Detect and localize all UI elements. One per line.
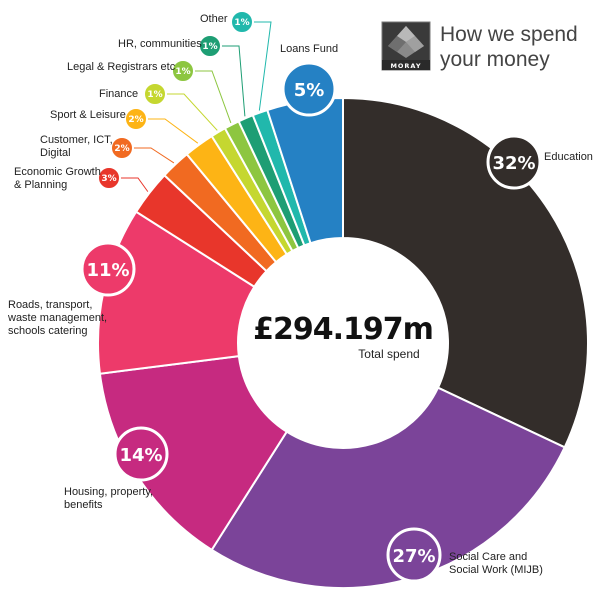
category-label-other: Other [200, 13, 228, 25]
badge-education [486, 134, 542, 190]
leader-legal-registrars [194, 70, 232, 124]
category-label-loans-fund: Loans Fund [280, 43, 338, 55]
category-label-housing: Housing, property, benefits [64, 486, 153, 511]
percent-badges: 32% 27% 14% 11% 3% 2% 2% 1% 1% 1% 1% 5% [80, 10, 542, 583]
slice-housing [98, 355, 289, 552]
badge-hr-communities [198, 34, 222, 58]
badge-economic-growth [97, 166, 121, 190]
percent-label-other: 1% [234, 18, 249, 28]
leader-customer-ict [133, 147, 175, 164]
leader-sport-leisure [147, 118, 199, 144]
category-label-legal-registrars: Legal & Registrars etc [67, 61, 176, 73]
percent-label-legal-registrars: 1% [175, 67, 190, 77]
percent-label-economic-growth: 3% [101, 174, 116, 184]
slice-social-care [210, 386, 567, 589]
badge-legal-registrars [171, 59, 195, 83]
percent-label-roads: 11% [86, 260, 129, 281]
percent-label-housing: 14% [119, 445, 162, 466]
moray-council-logo: MORAY [381, 21, 431, 71]
percent-label-social-care: 27% [392, 546, 435, 567]
category-label-customer-ict: Customer, ICT, Digital [40, 134, 113, 159]
category-label-roads: Roads, transport, waste management, school… [7, 299, 107, 337]
leader-economic-growth [120, 177, 149, 192]
leader-lines [120, 21, 272, 192]
badge-loans-fund [281, 61, 337, 117]
category-label-economic-growth: Economic Growth & Planning [14, 166, 101, 191]
logo-diamond-icon [388, 26, 424, 58]
badge-social-care [386, 527, 442, 583]
category-label-hr-communities: HR, communities [118, 38, 202, 50]
percent-label-education: 32% [492, 153, 535, 174]
percent-label-finance: 1% [147, 90, 162, 100]
badge-customer-ict [110, 136, 134, 160]
category-label-social-care: Social Care and Social Work (MIJB) [449, 551, 543, 576]
badge-other [230, 10, 254, 34]
total-spend-value: £294.197m [253, 312, 433, 347]
category-label-finance: Finance [99, 88, 138, 100]
percent-label-sport-leisure: 2% [128, 115, 143, 125]
total-spend-label: Total spend [358, 347, 419, 361]
leader-finance [166, 93, 218, 131]
heading-line-1: How we spend [440, 23, 578, 46]
heading-line-2: your money [440, 48, 550, 71]
percent-label-loans-fund: 5% [294, 80, 325, 101]
badge-housing [113, 426, 169, 482]
leader-hr-communities [221, 45, 246, 117]
logo-text: MORAY [390, 62, 421, 70]
badge-roads [80, 241, 136, 297]
percent-label-hr-communities: 1% [202, 42, 217, 52]
category-labels: Education Social Care and Social Work (MIJ… [7, 13, 593, 576]
badge-finance [143, 82, 167, 106]
category-label-education: Education [544, 151, 593, 163]
percent-label-customer-ict: 2% [114, 144, 129, 154]
leader-other [253, 21, 272, 111]
badge-sport-leisure [124, 107, 148, 131]
category-label-sport-leisure: Sport & Leisure [50, 109, 126, 121]
donut-slices [97, 96, 589, 589]
